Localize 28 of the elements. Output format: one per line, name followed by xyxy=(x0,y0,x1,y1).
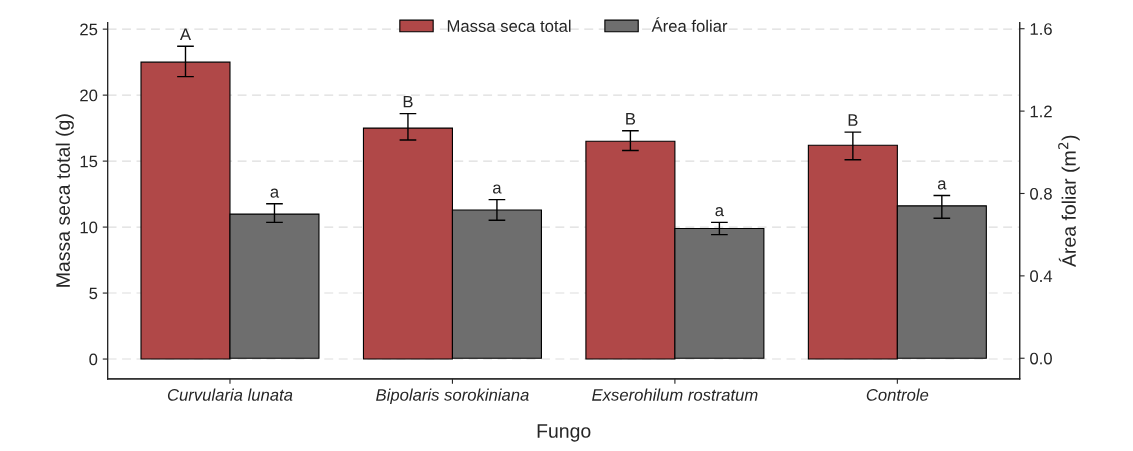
x-tick-label: Exserohilum rostratum xyxy=(592,388,758,401)
y-tick-label: 15 xyxy=(80,155,98,168)
y2-tick-label: 1.2 xyxy=(1030,105,1052,118)
annotation: B xyxy=(403,95,413,108)
annotation: a xyxy=(715,207,725,217)
x-axis-title: Fungo xyxy=(537,424,591,442)
y-tick-label: 5 xyxy=(89,287,98,300)
annotation: B xyxy=(626,113,636,125)
y-tick-label: 10 xyxy=(80,221,98,234)
legend-label: Área foliar xyxy=(651,17,728,32)
annotation: B xyxy=(848,114,858,126)
y2-tick-label: 1.6 xyxy=(1030,23,1052,35)
y-tick-label: 20 xyxy=(80,89,98,102)
y-tick-label: 0 xyxy=(89,353,98,366)
annotation: a xyxy=(493,184,502,194)
legend-label: Massa seca total xyxy=(447,19,571,32)
y2-tick-label: 0.0 xyxy=(1030,352,1052,365)
annotation: a xyxy=(937,180,947,190)
x-tick-label: Controle xyxy=(866,388,929,401)
y-axis-title: Massa seca total (g) xyxy=(55,114,74,287)
y2-axis-title: Área foliar (m$^{2}$) xyxy=(1058,135,1080,267)
x-tick-label: Curvularia lunata xyxy=(167,388,293,401)
y2-tick-label: 0.8 xyxy=(1030,187,1052,200)
annotation: A xyxy=(179,28,192,41)
x-tick-label: Bipolaris sorokiniana xyxy=(376,388,529,405)
y2-tick-label: 0.4 xyxy=(1030,270,1053,283)
y-tick-label: 25 xyxy=(80,23,98,36)
annotation: a xyxy=(270,188,280,198)
